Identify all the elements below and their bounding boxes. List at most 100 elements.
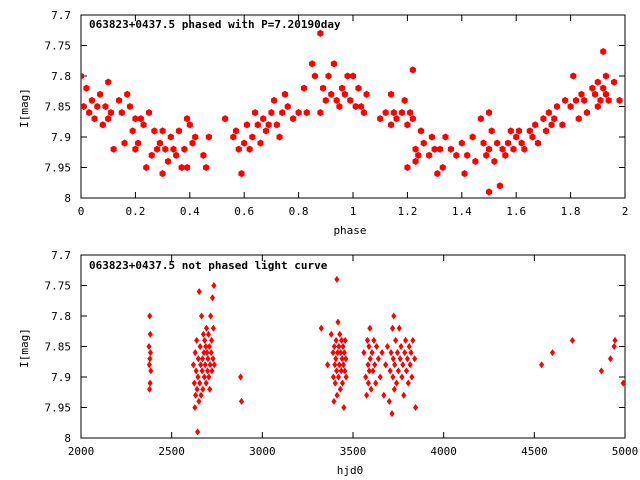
phased-data-point — [349, 72, 357, 80]
unphased-y-tick-label: 7.9 — [51, 371, 71, 384]
phased-data-point — [145, 109, 153, 117]
unphased-data-point — [336, 342, 342, 351]
phased-data-point — [137, 115, 144, 123]
phased-data-point — [257, 139, 264, 147]
unphased-data-point — [197, 379, 203, 387]
phased-data-point — [309, 60, 316, 68]
phased-data-point — [439, 163, 446, 172]
phased-data-point — [499, 145, 506, 153]
phased-data-point — [243, 121, 250, 129]
phased-data-point — [238, 170, 245, 178]
phased-data-point — [159, 170, 166, 178]
phased-data-point — [265, 121, 272, 129]
unphased-data-point — [147, 349, 154, 357]
unphased-data-point — [372, 361, 378, 369]
phased-data-point — [485, 109, 493, 117]
phased-data-point — [249, 133, 256, 141]
phased-data-point — [358, 102, 365, 111]
phased-data-point — [548, 121, 555, 129]
unphased-y-tick-label: 7.8 — [51, 310, 71, 323]
unphased-data-point — [198, 361, 204, 369]
phased-plot-axes: 0 0.2 0.4 0.6 0.8 1 1.2 1.4 1.6 1.8 2 7.7 7.75 7.8 7.8… — [45, 9, 629, 218]
phased-x-tick-label: 0 — [78, 205, 85, 218]
phased-plot-points — [81, 29, 623, 196]
phased-data-point — [159, 127, 166, 135]
phased-data-point — [151, 127, 158, 135]
unphased-data-point — [410, 336, 416, 344]
unphased-data-point — [204, 349, 210, 357]
unphased-data-point — [211, 281, 217, 290]
unphased-y-tick-label: 7.85 — [45, 341, 72, 354]
phased-data-point — [477, 115, 484, 123]
phased-data-point — [333, 96, 340, 104]
phased-data-point — [553, 102, 561, 111]
phased-data-point — [205, 133, 212, 141]
phased-data-point — [110, 145, 117, 153]
phased-data-point — [453, 151, 460, 159]
unphased-data-point — [393, 336, 399, 344]
phased-data-point — [254, 121, 261, 129]
unphased-data-point — [146, 385, 153, 393]
unphased-data-point — [598, 367, 604, 375]
unphased-data-point — [391, 385, 397, 393]
phased-data-point — [502, 151, 509, 159]
unphased-data-point — [377, 373, 383, 381]
unphased-data-point — [337, 385, 343, 393]
unphased-y-tick-label: 8 — [64, 432, 71, 445]
phased-data-point — [382, 109, 389, 117]
phased-data-point — [409, 66, 416, 74]
phased-data-point — [510, 145, 517, 153]
unphased-data-point — [364, 336, 371, 344]
phased-data-point — [428, 133, 435, 141]
phased-data-point — [232, 127, 240, 135]
unphased-data-point — [146, 361, 152, 369]
phased-data-point — [126, 102, 134, 111]
unphased-data-point — [390, 373, 396, 381]
phased-data-point — [91, 115, 98, 123]
unphased-data-point — [364, 391, 370, 399]
unphased-data-point — [203, 324, 210, 332]
phased-data-point — [485, 188, 493, 196]
phased-data-point — [518, 139, 525, 147]
unphased-data-point — [374, 342, 380, 351]
phased-data-point — [116, 96, 123, 104]
unphased-data-point — [367, 324, 373, 332]
unphased-data-point — [620, 379, 625, 387]
phased-x-tick-label: 1.8 — [561, 205, 581, 218]
phased-data-point — [344, 72, 351, 80]
unphased-data-point — [198, 391, 204, 399]
phased-data-point — [121, 139, 128, 147]
phased-data-point — [300, 84, 308, 92]
phased-y-tick-label: 8 — [64, 192, 71, 205]
unphased-data-point — [204, 367, 211, 375]
phased-y-tick-label: 7.9 — [51, 131, 71, 144]
phased-data-point — [388, 90, 395, 98]
unphased-data-point — [206, 373, 212, 381]
unphased-data-point — [335, 373, 342, 381]
phased-data-point — [192, 133, 199, 141]
unphased-data-point — [333, 355, 339, 363]
unphased-data-point — [337, 330, 343, 338]
unphased-plot-axes: 2000 2500 3000 3500 4000 4500 5000 7.7 7.75 7.8 7.… — [45, 249, 639, 458]
phased-data-point — [246, 145, 253, 153]
phased-data-point — [129, 127, 136, 135]
unphased-data-point — [334, 275, 340, 283]
unphased-data-point — [205, 330, 212, 338]
phased-data-point — [404, 121, 411, 129]
phased-data-point — [363, 90, 370, 98]
phased-data-point — [559, 121, 566, 129]
unphased-data-point — [342, 367, 348, 375]
phased-data-point — [409, 115, 416, 123]
unphased-data-point — [397, 355, 403, 363]
phased-data-point — [485, 145, 493, 153]
phased-data-point — [491, 157, 498, 165]
phased-data-point — [575, 115, 582, 123]
unphased-data-point — [200, 385, 206, 393]
phased-data-point — [532, 121, 539, 129]
phased-y-tick-label: 7.75 — [45, 40, 72, 53]
phased-data-point — [605, 96, 612, 104]
unphased-y-tick-label: 7.95 — [45, 402, 72, 415]
unphased-data-point — [406, 342, 412, 351]
phased-plot-title: 063823+0437.5 phased with P=7.20190day — [89, 18, 341, 31]
unphased-data-point — [405, 379, 411, 387]
